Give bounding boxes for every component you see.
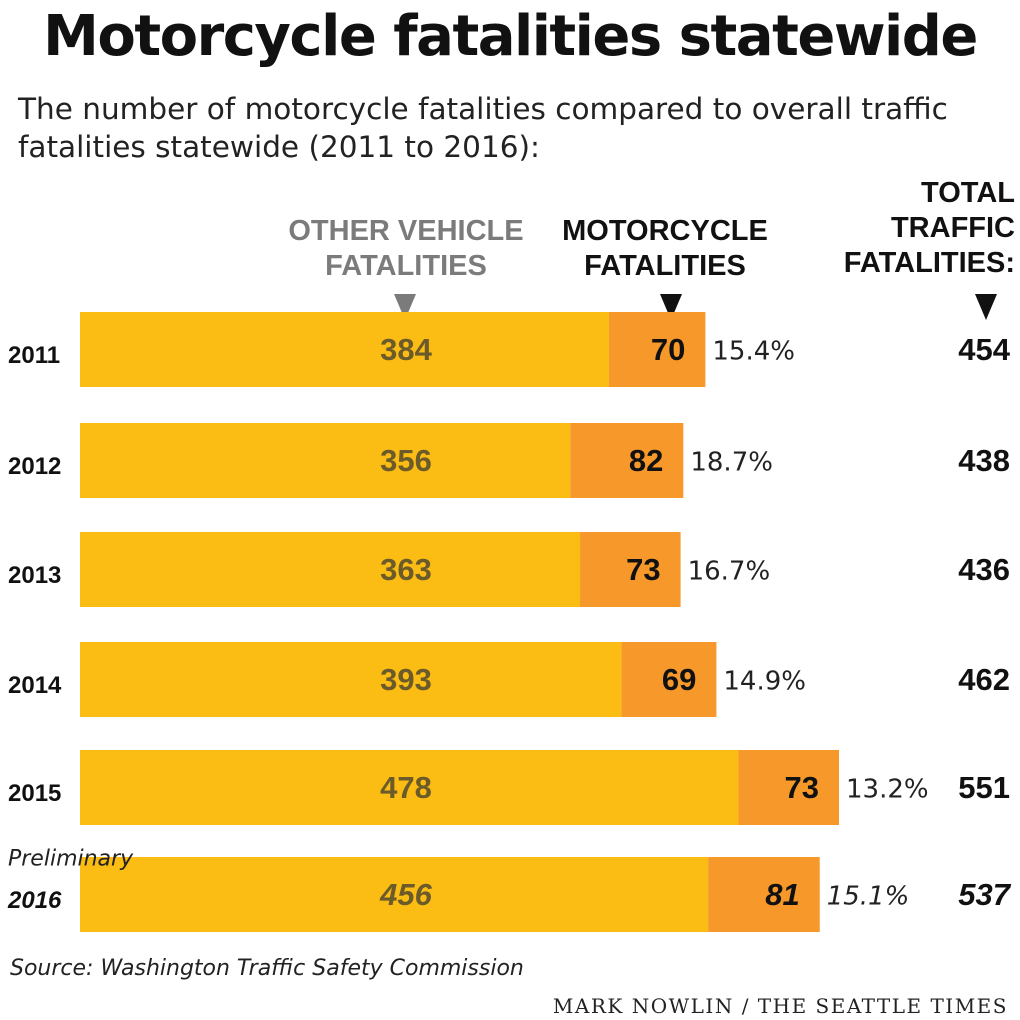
bar-motorcycle xyxy=(738,750,840,825)
total-label: 436 xyxy=(958,552,1010,587)
header-other-vehicle: OTHER VEHICLE FATALITIES xyxy=(288,215,524,282)
credit-line: MARK NOWLIN / THE SEATTLE TIMES xyxy=(552,994,1008,1018)
value-label-other: 478 xyxy=(380,770,432,805)
bar-motorcycle xyxy=(708,857,820,932)
value-label-motorcycle: 69 xyxy=(662,662,696,697)
year-label: 2012 xyxy=(8,453,61,480)
year-label: 2016 xyxy=(7,887,62,914)
bar-other-vehicle xyxy=(80,857,709,932)
percent-label: 15.1% xyxy=(827,882,910,912)
bar-motorcycle xyxy=(608,312,706,387)
bar-other-vehicle xyxy=(80,750,739,825)
header-total: TOTAL TRAFFIC FATALITIES: xyxy=(843,177,1015,279)
bar-other-vehicle xyxy=(80,423,571,498)
chart-title: Motorcycle fatalities statewide xyxy=(43,4,978,69)
pointer-total-icon xyxy=(975,294,997,320)
bar-motorcycle xyxy=(570,423,684,498)
value-label-motorcycle: 73 xyxy=(785,770,819,805)
bar-motorcycle xyxy=(580,532,681,607)
bar-other-vehicle xyxy=(80,642,622,717)
percent-label: 18.7% xyxy=(690,448,773,478)
value-label-other: 363 xyxy=(380,552,432,587)
percent-label: 14.9% xyxy=(723,667,806,697)
year-label: 2013 xyxy=(8,562,61,589)
value-label-other: 356 xyxy=(380,443,432,478)
year-label: 2011 xyxy=(8,342,60,369)
value-label-motorcycle: 81 xyxy=(765,877,799,912)
header-motorcycle: MOTORCYCLE FATALITIES xyxy=(562,215,768,282)
value-label-other: 393 xyxy=(380,662,432,697)
year-label: 2014 xyxy=(8,672,62,699)
total-label: 537 xyxy=(958,877,1011,912)
source-note: Source: Washington Traffic Safety Commis… xyxy=(10,956,524,981)
total-label: 462 xyxy=(958,662,1010,697)
year-label: 2015 xyxy=(8,780,61,807)
year-note: Preliminary xyxy=(8,847,134,872)
value-label-motorcycle: 82 xyxy=(629,443,663,478)
bar-motorcycle xyxy=(621,642,717,717)
value-label-other: 456 xyxy=(379,877,432,912)
value-label-other: 384 xyxy=(380,332,432,367)
total-label: 438 xyxy=(958,443,1010,478)
chart-subtitle: The number of motorcycle fatalities comp… xyxy=(18,92,948,164)
total-label: 454 xyxy=(958,332,1010,367)
bar-other-vehicle xyxy=(80,532,581,607)
total-label: 551 xyxy=(958,770,1010,805)
percent-label: 13.2% xyxy=(846,775,929,805)
percent-label: 16.7% xyxy=(688,557,771,587)
value-label-motorcycle: 70 xyxy=(651,332,685,367)
bar-other-vehicle xyxy=(80,312,609,387)
value-label-motorcycle: 73 xyxy=(626,552,660,587)
percent-label: 15.4% xyxy=(712,337,795,367)
